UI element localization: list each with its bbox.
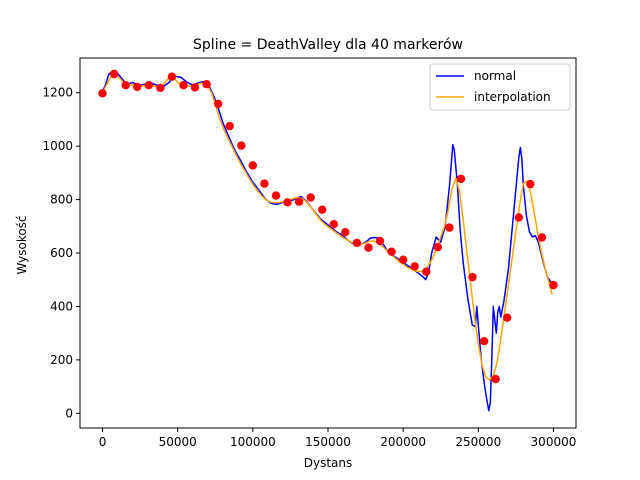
marker-point (329, 220, 338, 229)
marker-point (237, 141, 246, 150)
legend: normal interpolation (429, 63, 571, 111)
marker-point (121, 81, 130, 90)
marker-point (549, 280, 558, 290)
y-tick-label: 0 (65, 406, 73, 420)
x-axis-label: Dystans (304, 456, 353, 470)
y-tick-label: 1200 (42, 86, 73, 100)
legend-label-normal: normal (474, 69, 516, 83)
marker-point (387, 247, 396, 256)
marker-point (190, 83, 200, 92)
x-tick-label: 50000 (159, 435, 197, 449)
marker-point (260, 179, 269, 188)
y-tick-label: 800 (50, 193, 73, 207)
series-line-normal (101, 70, 553, 412)
x-tick-label: 0 (99, 435, 107, 449)
y-axis-label: Wysokość (15, 215, 29, 274)
marker-point (491, 374, 500, 384)
marker-point (202, 80, 211, 89)
marker-point (144, 81, 153, 90)
x-tick-label: 100000 (230, 435, 276, 449)
series-line-interpolation (101, 74, 553, 381)
marker-point (294, 197, 304, 206)
marker-point (468, 272, 477, 282)
x-tick-label: 250000 (455, 435, 501, 449)
x-axis: 0 50000 100000 150000 200000 250000 300000 (99, 428, 577, 449)
marker-point (422, 267, 431, 276)
marker-point (318, 205, 327, 214)
plot-area (79, 57, 577, 429)
marker-point (399, 255, 408, 264)
chart-title: Spline = DeathValley dla 40 markerów (193, 37, 463, 53)
marker-point (341, 228, 350, 237)
y-tick-label: 1000 (42, 139, 73, 153)
legend-box (429, 63, 571, 111)
marker-point (375, 236, 385, 246)
marker-point (479, 337, 489, 346)
marker-point (456, 174, 466, 183)
marker-point (133, 82, 142, 92)
marker-point (352, 238, 362, 248)
marker-point (410, 262, 419, 271)
y-tick-label: 200 (50, 353, 73, 367)
x-tick-label: 200000 (380, 435, 426, 449)
marker-point (445, 223, 454, 232)
marker-point (537, 233, 547, 242)
marker-point (271, 191, 281, 200)
y-tick-label: 600 (50, 246, 73, 260)
x-tick-label: 150000 (305, 435, 351, 449)
marker-point (214, 99, 223, 109)
marker-point (514, 213, 523, 222)
marker-point (156, 83, 165, 93)
marker-point (225, 121, 234, 131)
marker-point (433, 242, 442, 252)
marker-point (503, 313, 512, 322)
marker-point (109, 69, 119, 79)
marker-point (364, 243, 373, 252)
marker-point (179, 81, 188, 90)
marker-point (283, 198, 292, 207)
y-axis: 0 200 400 600 800 1000 1200 (42, 86, 80, 420)
marker-point (248, 161, 257, 170)
marker-point (98, 89, 107, 98)
marker-point (526, 179, 535, 189)
y-tick-label: 400 (50, 299, 73, 313)
x-tick-label: 300000 (531, 435, 577, 449)
marker-point (167, 72, 177, 81)
marker-point (306, 193, 315, 202)
legend-label-interpolation: interpolation (474, 90, 551, 104)
